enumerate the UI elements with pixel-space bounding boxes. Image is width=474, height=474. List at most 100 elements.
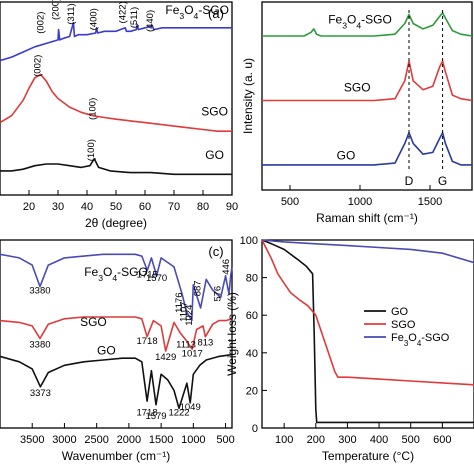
x-tick-label: 1500 — [418, 196, 442, 208]
y-tick-label: 40 — [246, 348, 258, 360]
peak-annotation: 1579 — [145, 411, 166, 422]
x-tick-label: 200 — [307, 434, 325, 446]
x-tick-label: 300 — [338, 434, 356, 446]
x-tick-label: 500 — [281, 196, 299, 208]
series-label: SGO — [80, 315, 107, 329]
x-tick-label: 40 — [81, 201, 93, 213]
series-line — [0, 353, 233, 410]
y-axis-label: Weight loss (%) — [225, 292, 239, 376]
x-tick-label: 600 — [433, 434, 451, 446]
series-line — [261, 239, 474, 386]
x-tick-label: 1000 — [348, 196, 372, 208]
x-tick-label: 30 — [52, 201, 64, 213]
peak-annotation: 1024 — [184, 305, 195, 326]
peak-annotation: (311) — [66, 3, 77, 24]
x-axis-label: Raman shift (cm⁻¹) — [316, 211, 418, 225]
y-tick-label: 80 — [246, 273, 258, 285]
x-axis-label: Temperature (°C) — [322, 449, 414, 463]
plot-frame — [261, 1, 473, 191]
x-axis-label: Wavenumber (cm⁻¹) — [62, 449, 171, 463]
panel-tga: 100 200 300 400 500 600 0 20 40 60 80 100 Temperatur… — [225, 235, 474, 463]
series-line — [0, 21, 232, 62]
x-tick-label: 50 — [110, 201, 122, 213]
peak-annotation: 576 — [213, 286, 224, 302]
x-tick-label: 2000 — [117, 434, 141, 446]
peak-annotation: 1429 — [155, 352, 176, 363]
peak-annotation: 1113 — [176, 339, 196, 350]
peak-annotation: (100) — [86, 139, 97, 161]
x-tick-label: 1500 — [149, 434, 173, 446]
peak-marker-label: G — [438, 174, 447, 188]
series-line — [262, 60, 473, 102]
x-tick-label: 1000 — [181, 434, 205, 446]
x-tick-label: 3500 — [20, 434, 44, 446]
peak-annotation: 446 — [221, 259, 232, 275]
x-tick-label: 500 — [216, 434, 234, 446]
series-line — [0, 158, 232, 176]
series-label: GO — [337, 149, 356, 163]
plot-frame — [0, 239, 233, 429]
x-tick-label: 60 — [139, 201, 151, 213]
peak-annotation: (440) — [145, 10, 156, 32]
series-label: SGO — [344, 81, 371, 95]
peak-annotation: 1176 — [174, 292, 185, 312]
peak-annotation: 1718 — [136, 407, 157, 418]
peak-annotation: 3380 — [29, 339, 50, 350]
series-label: GO — [97, 344, 116, 358]
peak-annotation: (002) — [33, 55, 44, 77]
series-label: Fe3O4-SGO — [328, 12, 392, 30]
peak-annotation: 813 — [197, 338, 213, 349]
series-line — [261, 239, 474, 264]
series-label: Fe3O4-SGO — [84, 265, 148, 283]
peak-annotation: (002) — [36, 12, 47, 34]
plot-frame — [261, 239, 474, 429]
panel-label: (c) — [208, 244, 223, 259]
x-axis-label: 2θ (degree) — [85, 216, 147, 230]
x-tick-label: 400 — [370, 434, 388, 446]
series-label: SGO — [201, 105, 228, 119]
x-tick-label: 100 — [275, 434, 293, 446]
series-line — [0, 253, 233, 322]
panel-xrd: 20 30 40 50 60 70 80 90 2θ (degree) (a)Fe3O4-SGO S… — [0, 0, 238, 230]
y-tick-label: 60 — [246, 310, 258, 322]
panel-label: (a) — [208, 6, 224, 21]
series-label: Fe3O4-SGO — [165, 3, 229, 21]
series-line — [0, 316, 233, 352]
peak-annotation: 1718 — [136, 336, 157, 347]
series-label: GO — [205, 148, 224, 162]
y-tick-label: 100 — [240, 235, 258, 247]
peak-annotation: 1017 — [182, 348, 203, 359]
y-tick-label: 20 — [246, 385, 258, 397]
x-tick-label: 70 — [168, 201, 180, 213]
peak-annotation: 1570 — [146, 273, 167, 284]
series-line — [262, 11, 473, 37]
panel-ftir: 3500 3000 2500 2000 1500 1000 500 Wavenumber (c… — [0, 239, 235, 463]
x-tick-label: 3000 — [52, 434, 76, 446]
legend-entry: SGO — [391, 319, 416, 331]
legend-entry: Fe3O4-SGO — [391, 332, 450, 348]
series-line — [262, 131, 472, 166]
peak-annotation: 1107 — [178, 301, 189, 321]
peak-annotation: (422) — [117, 1, 128, 23]
peak-annotation: (200) — [51, 0, 62, 20]
legend-entry: GO — [391, 306, 409, 318]
peak-annotation: 1715 — [137, 270, 158, 281]
peak-annotation: 1049 — [180, 402, 201, 413]
x-tick-label: 2500 — [84, 434, 108, 446]
peak-marker-label: D — [405, 174, 414, 188]
peak-annotation: (511) — [129, 7, 140, 28]
peak-annotation: 887 — [193, 280, 204, 296]
x-tick-label: 20 — [23, 201, 35, 213]
y-axis-label: Intensity (a. u) — [241, 58, 255, 134]
x-tick-label: 500 — [402, 434, 420, 446]
x-tick-label: 80 — [197, 201, 209, 213]
peak-annotation: 1222 — [168, 407, 189, 418]
series-line — [261, 239, 474, 424]
series-line — [0, 73, 232, 132]
peak-annotation: (400) — [89, 8, 100, 30]
peak-annotation: (100) — [88, 98, 99, 120]
peak-annotation: 3380 — [29, 286, 50, 297]
x-tick-label: 90 — [226, 201, 238, 213]
